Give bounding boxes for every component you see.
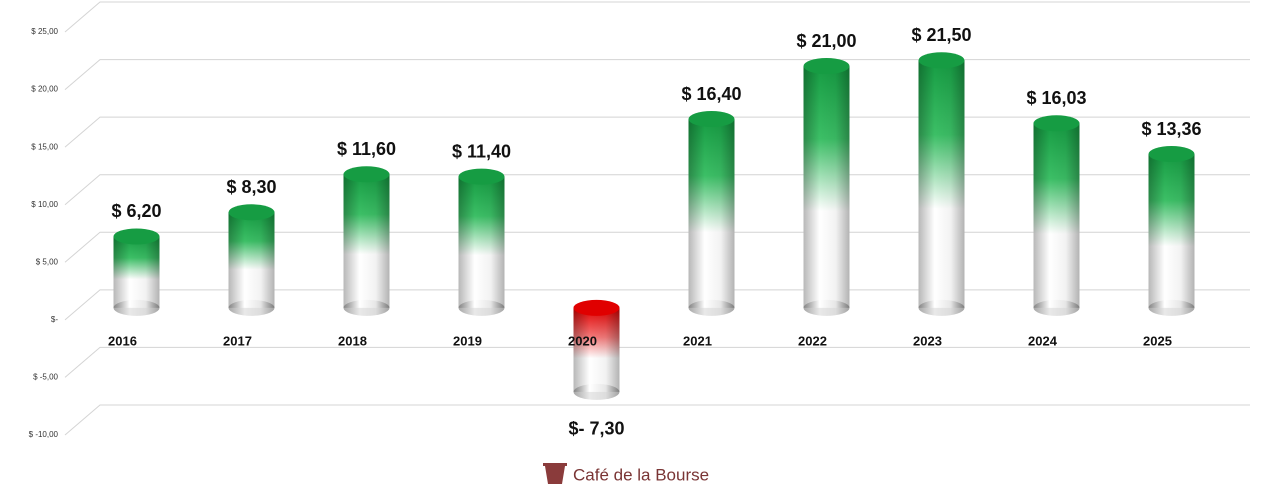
bar-shade [458,299,505,316]
x-tick-label: 2017 [223,333,252,348]
bar-shade [1148,154,1195,308]
grid-line [64,404,1250,436]
grid-line [64,174,1250,206]
y-tick-label: $ -5,00 [33,373,58,382]
bar-top [688,111,735,128]
x-tick-label: 2020 [568,333,597,348]
grid-line [64,1,1250,33]
y-tick-label: $ 20,00 [31,85,58,94]
bar-top [573,299,620,316]
bar-top [458,168,505,185]
bar-shade [343,299,390,316]
watermark: Café de la Bourse [573,465,709,484]
value-label: $ 11,60 [337,139,396,159]
y-tick-label: $ 10,00 [31,200,58,209]
value-label: $ 21,50 [911,25,971,45]
bar-shade [688,299,735,316]
x-tick-label: 2016 [108,333,137,348]
value-label: $ 6,20 [111,201,161,221]
x-tick-label: 2018 [338,333,367,348]
grid-line [64,59,1250,90]
bar-top [1033,115,1080,132]
bar-top [803,58,850,75]
grid-line [64,289,1250,321]
value-label: $ 16,03 [1026,88,1086,108]
bar-top [343,166,390,183]
x-tick-label: 2025 [1143,333,1172,348]
bar-shade [458,176,505,308]
bar-top [1148,146,1195,163]
bar-shade [918,299,965,316]
bar-shade [228,212,275,308]
bar-shade [1033,299,1080,316]
bar-shade [343,174,390,308]
value-label: $ 8,30 [226,177,276,197]
bar-shade [113,236,160,308]
bar-shade [688,119,735,308]
bar-shade [113,299,160,316]
bar-shade [1148,299,1195,316]
x-tick-label: 2023 [913,333,942,348]
y-tick-label: $- [51,315,58,324]
y-tick-label: $ 5,00 [36,257,59,266]
value-label: $ 11,40 [452,141,511,161]
bar-top [918,52,965,69]
bar-shade [803,66,850,308]
y-tick-label: $ 15,00 [31,142,58,151]
bar-shade [573,383,620,400]
value-label: $ 13,36 [1141,119,1201,139]
x-tick-label: 2022 [798,333,827,348]
bar-shade [573,307,620,392]
grid-line [64,116,1250,148]
grid-line [64,346,1250,378]
y-tick-label: $ 25,00 [31,27,58,36]
bar-shade [918,60,965,308]
bar-top [113,228,160,245]
bar-shade [803,299,850,316]
value-label: $ 21,00 [796,31,856,51]
y-tick-label: $ -10,00 [29,430,59,439]
bar-shade [1033,123,1080,308]
x-tick-label: 2019 [453,333,482,348]
bar-shade [228,299,275,316]
logo [543,463,567,484]
grid-line [64,231,1250,263]
x-tick-label: 2021 [683,333,712,348]
value-label: $ 16,40 [681,84,741,104]
bar-top [228,204,275,221]
x-tick-label: 2024 [1028,333,1058,348]
value-label: $- 7,30 [568,419,624,439]
